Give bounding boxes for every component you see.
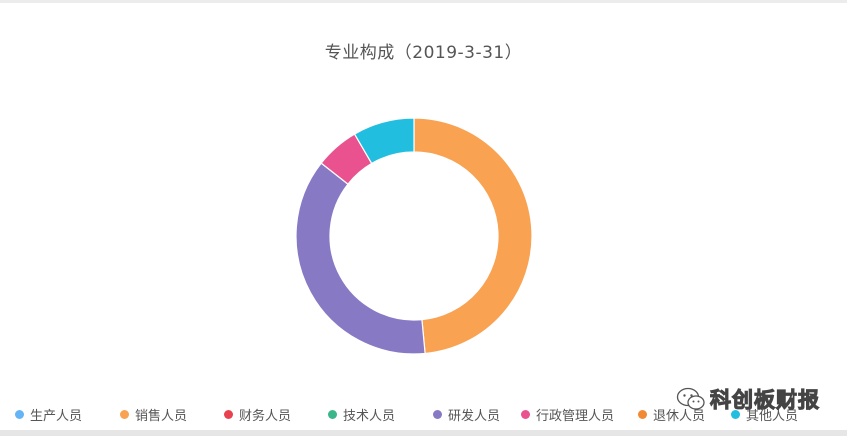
bottom-divider — [0, 430, 847, 436]
legend-swatch — [521, 409, 530, 419]
legend-label: 销售人员 — [135, 408, 188, 424]
legend-swatch — [328, 409, 337, 419]
legend-swatch — [638, 409, 647, 419]
legend-label: 财务人员 — [239, 408, 292, 424]
slice-研发人员[interactable] — [295, 162, 426, 355]
legend-item-财务人员[interactable]: 财务人员 — [224, 404, 291, 424]
legend-item-销售人员[interactable]: 销售人员 — [120, 404, 187, 424]
donut-chart — [295, 117, 533, 355]
slice-其他人员[interactable] — [353, 117, 415, 165]
watermark-text: 科创板财报 — [710, 388, 820, 413]
legend-swatch — [15, 409, 24, 419]
legend-label: 研发人员 — [448, 408, 501, 424]
legend-item-生产人员[interactable]: 生产人员 — [15, 404, 82, 424]
legend-item-技术人员[interactable]: 技术人员 — [328, 404, 395, 424]
wechat-logo-icon — [676, 387, 705, 410]
legend-swatch — [731, 409, 740, 419]
legend-label: 退休人员 — [653, 408, 706, 424]
legend-item-其他人员[interactable]: 其他人员 — [731, 404, 798, 424]
legend-label: 技术人员 — [343, 408, 396, 424]
legend-item-研发人员[interactable]: 研发人员 — [433, 404, 500, 424]
legend-swatch — [224, 409, 233, 419]
chart-title: 专业构成（2019-3-31） — [324, 43, 523, 63]
legend-item-行政管理人员[interactable]: 行政管理人员 — [521, 404, 614, 424]
legend-label: 生产人员 — [30, 408, 83, 424]
legend-item-退休人员[interactable]: 退休人员 — [638, 404, 705, 424]
slice-销售人员[interactable] — [413, 117, 533, 355]
watermark: 科创板财报 — [676, 383, 820, 415]
top-divider — [0, 0, 847, 3]
legend-swatch — [433, 409, 442, 419]
legend-label: 行政管理人员 — [536, 408, 615, 424]
legend-swatch — [120, 409, 129, 419]
legend-label: 其他人员 — [746, 408, 799, 424]
